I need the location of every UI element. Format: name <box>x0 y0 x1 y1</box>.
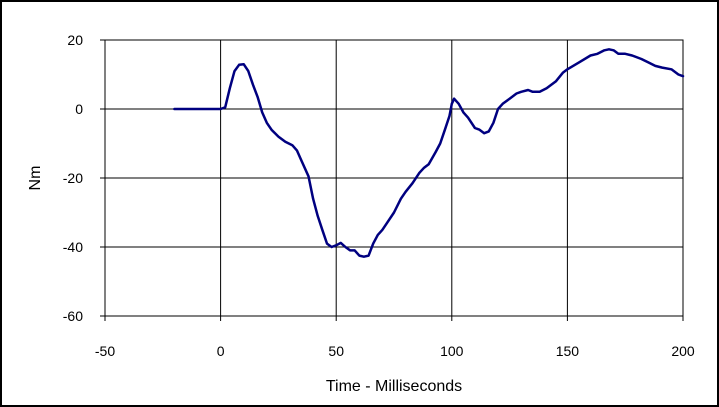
x-tick-label: 150 <box>556 343 580 359</box>
x-tick-label: 200 <box>671 343 695 359</box>
y-tick-label: -40 <box>63 239 83 255</box>
x-axis-title: Time - Milliseconds <box>326 378 462 395</box>
y-tick-label: 20 <box>67 32 83 48</box>
y-tick-label: -60 <box>63 308 83 324</box>
x-tick-label: -50 <box>95 343 115 359</box>
y-tick-label: -20 <box>63 170 83 186</box>
y-tick-label: 0 <box>75 101 83 117</box>
x-tick-label: 0 <box>217 343 225 359</box>
x-tick-label: 100 <box>440 343 464 359</box>
gridlines <box>105 40 683 316</box>
series-line <box>173 48 685 258</box>
y-axis-title: Nm <box>27 166 44 191</box>
tick-labels: -50 0 50 100 150 200 -60 -40 -20 0 20 <box>63 32 695 359</box>
x-tick-label: 50 <box>328 343 344 359</box>
